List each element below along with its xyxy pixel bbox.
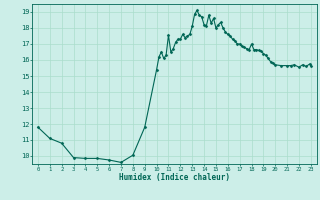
X-axis label: Humidex (Indice chaleur): Humidex (Indice chaleur)	[119, 173, 230, 182]
